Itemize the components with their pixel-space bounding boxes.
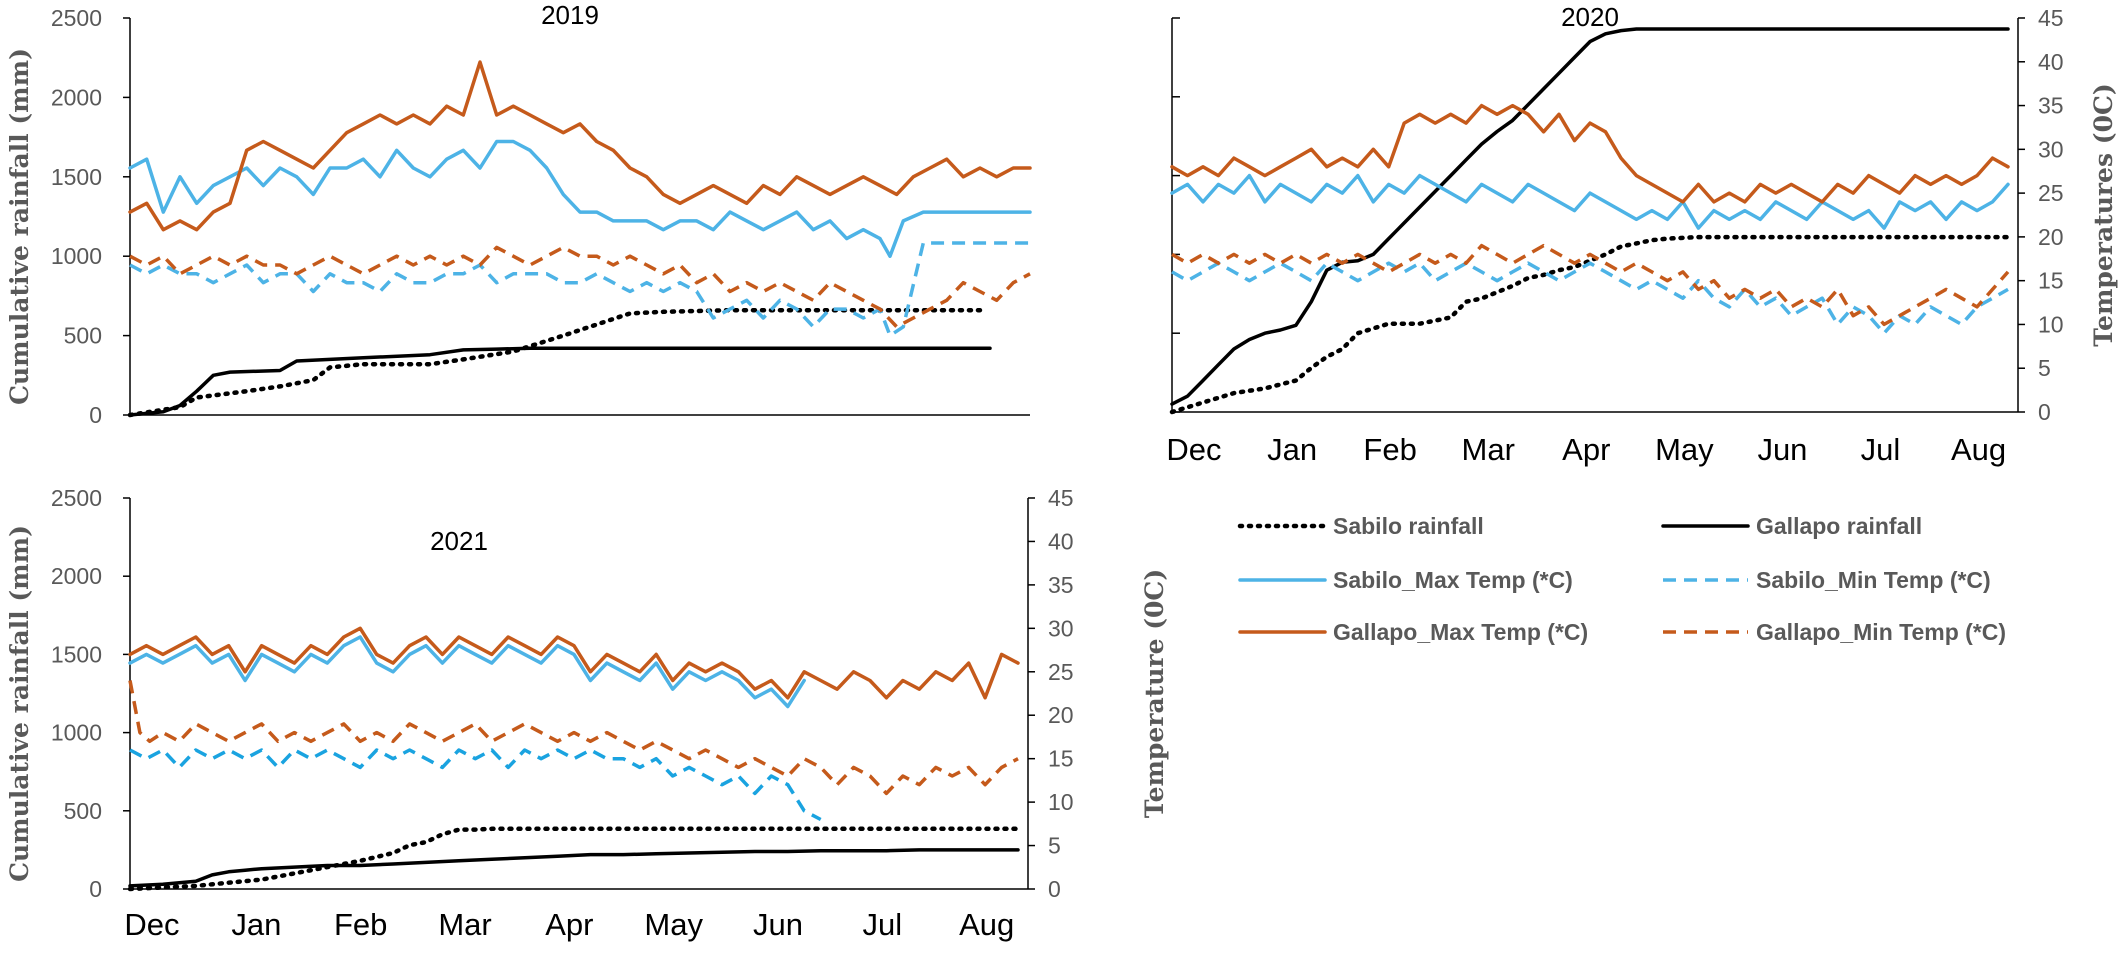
legend-label-sabilo-rainfall: Sabilo rainfall bbox=[1333, 513, 1484, 539]
series-gallapo-max-temp-c bbox=[128, 626, 1020, 700]
right-tick-label: 0 bbox=[2038, 399, 2051, 425]
month-label-may: May bbox=[644, 907, 703, 942]
right-tick-label: 15 bbox=[1048, 746, 1074, 772]
right-axis-label: Temperature (0C) bbox=[1140, 569, 1169, 818]
month-label-mar: Mar bbox=[1462, 432, 1515, 467]
month-label-may: May bbox=[1655, 432, 1714, 467]
right-tick-label: 40 bbox=[1048, 528, 1074, 554]
left-tick-label: 1000 bbox=[51, 243, 102, 269]
right-tick-label: 40 bbox=[2038, 49, 2064, 75]
right-tick-label: 20 bbox=[2038, 224, 2064, 250]
month-label-apr: Apr bbox=[1562, 432, 1610, 467]
right-axis-label: Temperatures (0C) bbox=[2089, 83, 2118, 346]
legend-label-gallapo-max-temp-c: Gallapo_Max Temp (*C) bbox=[1333, 619, 1588, 645]
series-sabilo-min-temp-c bbox=[129, 241, 1030, 338]
right-tick-label: 45 bbox=[1048, 485, 1074, 511]
legend-label-gallapo-rainfall: Gallapo rainfall bbox=[1756, 513, 1922, 539]
month-label-mar: Mar bbox=[438, 907, 491, 942]
right-tick-label: 10 bbox=[1048, 789, 1074, 815]
legend: Sabilo rainfall Gallapo rainfall Sabilo_Ma… bbox=[1237, 513, 2006, 645]
series-gallapo-max-temp-c bbox=[128, 60, 1032, 232]
right-tick-label: 5 bbox=[1048, 833, 1061, 859]
series-gallapo-rainfall bbox=[128, 848, 1020, 888]
series-sabilo-min-temp-c bbox=[1171, 261, 2009, 335]
series-sabilo-min-temp-c bbox=[129, 748, 822, 822]
chart-title: 2020 bbox=[1561, 2, 1619, 32]
right-tick-label: 45 bbox=[2038, 5, 2064, 31]
right-tick-label: 10 bbox=[2038, 311, 2064, 337]
left-tick-label: 500 bbox=[64, 798, 102, 824]
right-tick-label: 20 bbox=[1048, 702, 1074, 728]
left-tick-label: 2000 bbox=[51, 84, 102, 110]
month-label-aug: Aug bbox=[1951, 432, 2006, 467]
legend-label-sabilo-min-temp-c: Sabilo_Min Temp (*C) bbox=[1756, 567, 1991, 593]
left-tick-label: 2000 bbox=[51, 563, 102, 589]
right-tick-label: 25 bbox=[2038, 180, 2064, 206]
month-label-apr: Apr bbox=[545, 907, 593, 942]
right-tick-label: 25 bbox=[1048, 659, 1074, 685]
series-gallapo-rainfall bbox=[128, 346, 992, 417]
right-tick-label: 35 bbox=[1048, 572, 1074, 598]
month-label-jan: Jan bbox=[231, 907, 281, 942]
series-sabilo-max-temp-c bbox=[1170, 173, 2010, 230]
legend-label-sabilo-max-temp-c: Sabilo_Max Temp (*C) bbox=[1333, 567, 1573, 593]
chart-2019: 0 500 1000 1500 2000 2500 2019 Cumulative rainf… bbox=[5, 0, 1032, 428]
series-gallapo-min-temp-c bbox=[129, 245, 1031, 329]
series-sabilo-rainfall bbox=[127, 307, 983, 418]
left-tick-label: 2500 bbox=[51, 5, 102, 31]
right-tick-label: 30 bbox=[2038, 136, 2064, 162]
legend-label-gallapo-min-temp-c: Gallapo_Min Temp (*C) bbox=[1756, 619, 2006, 645]
chart-title: 2021 bbox=[430, 526, 488, 556]
series-sabilo-max-temp-c bbox=[128, 635, 806, 709]
month-label-jun: Jun bbox=[1757, 432, 1807, 467]
series-gallapo-min-temp-c bbox=[1171, 243, 2010, 327]
right-tick-label: 35 bbox=[2038, 93, 2064, 119]
left-axis-label: Cumulative rainfall (mm) bbox=[5, 48, 34, 405]
series-sabilo-rainfall bbox=[127, 826, 1021, 892]
month-label-aug: Aug bbox=[959, 907, 1014, 942]
series-sabilo-rainfall bbox=[1169, 234, 2011, 415]
right-tick-label: 5 bbox=[2038, 355, 2051, 381]
chart-2020: 0 5 10 15 20 25 30 35 40 45 Dec Jan Feb Mar Apr May Jun J… bbox=[1166, 2, 2118, 467]
left-tick-label: 1000 bbox=[51, 720, 102, 746]
series-sabilo-max-temp-c bbox=[128, 139, 1032, 258]
left-axis-label: Cumulative rainfall (mm) bbox=[5, 525, 34, 882]
month-label-jan: Jan bbox=[1267, 432, 1317, 467]
chart-title: 2019 bbox=[541, 0, 599, 30]
left-tick-label: 1500 bbox=[51, 641, 102, 667]
series-gallapo-max-temp-c bbox=[1170, 103, 2010, 204]
month-label-jul: Jul bbox=[1861, 432, 1901, 467]
left-tick-label: 0 bbox=[89, 876, 102, 902]
month-label-dec: Dec bbox=[1166, 432, 1221, 467]
left-tick-label: 500 bbox=[64, 323, 102, 349]
month-label-feb: Feb bbox=[1363, 432, 1416, 467]
right-tick-label: 0 bbox=[1048, 876, 1061, 902]
chart-2021: 0 500 1000 1500 2000 2500 0 5 10 15 20 25 30 35 40 45 De… bbox=[5, 485, 1169, 942]
left-tick-label: 1500 bbox=[51, 164, 102, 190]
left-tick-label: 0 bbox=[89, 402, 102, 428]
right-tick-label: 15 bbox=[2038, 268, 2064, 294]
month-label-jun: Jun bbox=[753, 907, 803, 942]
right-tick-label: 30 bbox=[1048, 615, 1074, 641]
series-gallapo-rainfall bbox=[1170, 27, 2010, 406]
left-tick-label: 2500 bbox=[51, 485, 102, 511]
month-label-dec: Dec bbox=[124, 907, 179, 942]
month-label-feb: Feb bbox=[334, 907, 387, 942]
month-label-jul: Jul bbox=[863, 907, 903, 942]
